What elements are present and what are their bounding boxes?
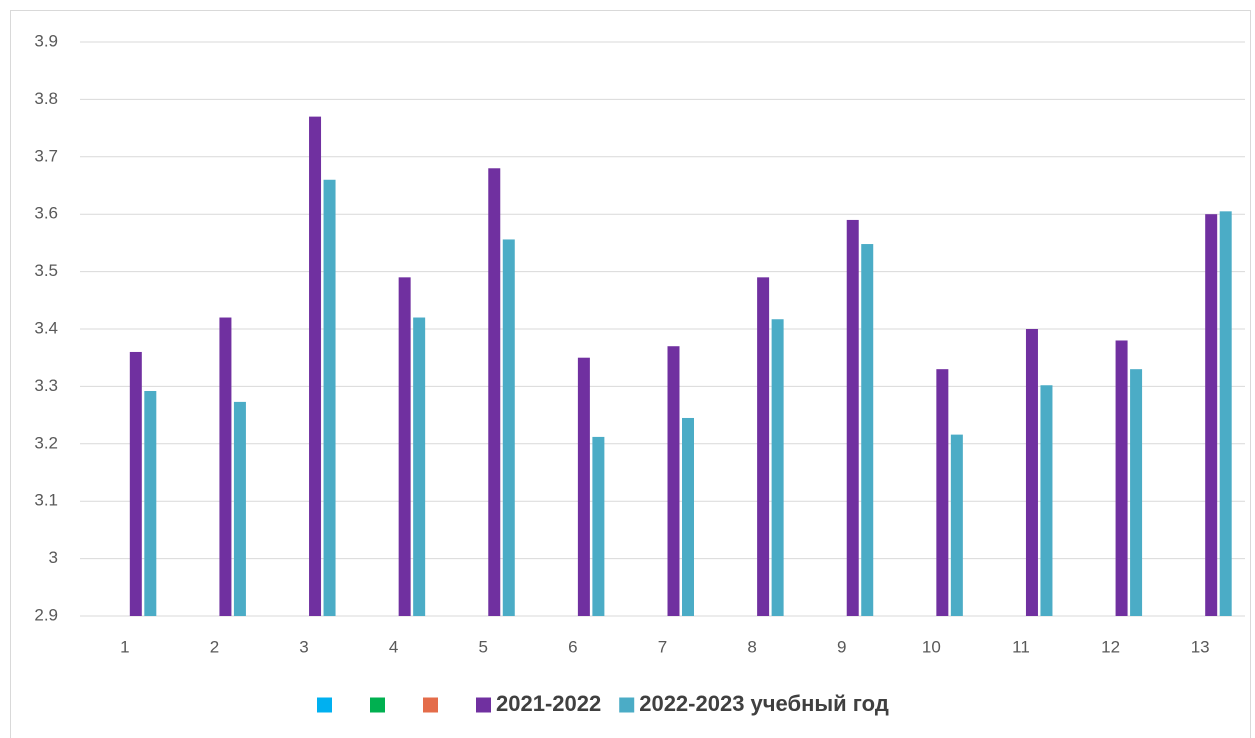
x-tick-label: 3: [299, 637, 308, 656]
bar: [682, 417, 694, 616]
legend-swatch: [423, 697, 438, 713]
legend-swatch: [476, 697, 491, 713]
bar: [1205, 214, 1218, 616]
bar: [771, 319, 784, 616]
bar: [323, 179, 336, 616]
chart-frame: [10, 10, 1251, 738]
bar: [413, 317, 426, 616]
y-tick-label: 3.5: [34, 261, 58, 280]
bar: [502, 239, 515, 616]
x-tick-label: 12: [1101, 637, 1120, 656]
x-tick-label: 1: [120, 637, 129, 656]
bar: [144, 390, 157, 616]
y-tick-label: 3.6: [34, 204, 58, 223]
bar: [309, 116, 322, 617]
bar: [1040, 385, 1053, 616]
bar: [1025, 329, 1038, 616]
y-tick-label: 3: [49, 548, 58, 567]
y-tick-label: 2.9: [34, 605, 58, 624]
bar: [488, 168, 501, 616]
x-tick-label: 7: [658, 637, 667, 656]
legend-swatch: [619, 697, 635, 713]
bar: [398, 277, 411, 616]
x-tick-label: 2: [210, 637, 219, 656]
legend-swatch: [317, 697, 332, 713]
bar: [233, 401, 246, 616]
bar: [129, 351, 142, 616]
x-tick-label: 5: [479, 637, 488, 656]
x-tick-label: 4: [389, 637, 398, 656]
bar: [1219, 211, 1232, 616]
bar: [592, 436, 605, 616]
bar: [846, 219, 859, 616]
x-tick-label: 8: [747, 637, 756, 656]
x-tick-label: 6: [568, 637, 577, 656]
legend-label: 2021-2022: [496, 691, 601, 716]
x-tick-label: 10: [922, 637, 941, 656]
bar: [577, 357, 590, 616]
x-tick-label: 13: [1191, 637, 1210, 656]
y-tick-label: 3.2: [34, 433, 58, 452]
y-tick-label: 3.3: [34, 376, 58, 395]
bar: [1115, 340, 1128, 616]
y-tick-label: 3.9: [34, 31, 58, 50]
y-tick-label: 3.1: [34, 491, 58, 510]
bar: [219, 317, 232, 616]
bar: [667, 346, 680, 616]
y-tick-label: 3.7: [34, 146, 58, 165]
x-tick-label: 9: [837, 637, 846, 656]
bar: [936, 369, 949, 616]
bar: [861, 244, 874, 616]
bar: [757, 277, 770, 616]
legend-label: 2022-2023 учебный год: [639, 691, 889, 716]
y-tick-label: 3.4: [34, 318, 58, 337]
bar: [950, 434, 963, 616]
bar: [1130, 369, 1143, 616]
x-tick-label: 11: [1012, 637, 1030, 656]
y-tick-label: 3.8: [34, 89, 58, 108]
legend-swatch: [370, 697, 385, 713]
